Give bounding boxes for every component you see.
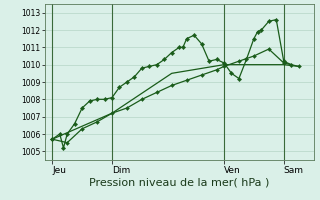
X-axis label: Pression niveau de la mer( hPa ): Pression niveau de la mer( hPa ): [89, 177, 269, 187]
